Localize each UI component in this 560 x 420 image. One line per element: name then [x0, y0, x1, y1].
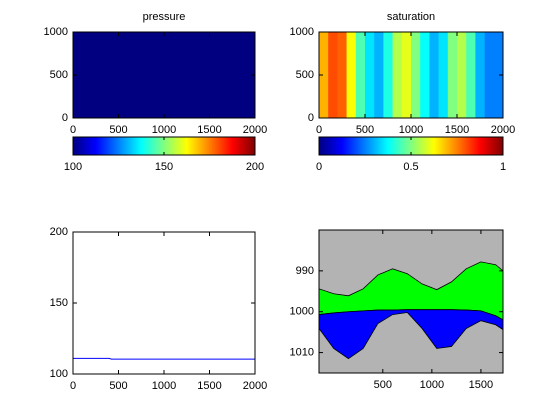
heatmap-cell — [457, 32, 467, 118]
x-tick-label: 1500 — [445, 124, 469, 136]
chart-title: pressure — [143, 11, 186, 23]
x-tick-label: 1500 — [469, 379, 493, 391]
colorbar-tick-label: 200 — [246, 161, 264, 173]
x-tick-label: 0 — [70, 124, 76, 136]
heatmap-cell — [401, 32, 412, 118]
heatmap-cell — [493, 32, 503, 118]
chart-title: saturation — [387, 11, 435, 23]
x-tick-label: 2000 — [243, 380, 267, 392]
y-tick-label: 1000 — [290, 306, 314, 318]
y-tick-label: 1000 — [290, 26, 314, 38]
x-tick-label: 2000 — [243, 124, 267, 136]
axes-background — [73, 232, 255, 374]
x-tick-label: 1000 — [399, 124, 423, 136]
heatmap-cell — [365, 32, 375, 118]
axes-box — [318, 229, 504, 374]
heatmap-cell — [374, 32, 384, 118]
y-tick-label: 1000 — [44, 26, 68, 38]
heatmap-cell — [392, 32, 403, 118]
colorbar-tick-label: 150 — [155, 161, 173, 173]
y-tick-label: 0 — [62, 112, 68, 124]
colorbar-tick-label: 1 — [500, 161, 506, 173]
colorbar-tick-label: 0 — [316, 161, 322, 173]
colorbar-tick-label: 100 — [64, 161, 82, 173]
x-tick-label: 1000 — [420, 379, 444, 391]
plot-area — [73, 357, 255, 360]
y-tick-label: 0 — [308, 112, 314, 124]
heatmap-cell — [383, 32, 393, 118]
heatmap-cell — [466, 32, 476, 118]
heatmap-cell — [411, 32, 421, 118]
x-tick-label: 0 — [316, 124, 322, 136]
x-tick-label: 0 — [70, 380, 76, 392]
heatmap-cell — [337, 32, 347, 118]
y-tick-label: 150 — [50, 297, 68, 309]
y-tick-label: 990 — [296, 265, 314, 277]
x-tick-label: 500 — [109, 380, 127, 392]
line — [73, 357, 255, 360]
heatmap-cell — [73, 32, 255, 118]
plot-area — [73, 32, 255, 118]
y-tick-label: 1010 — [290, 346, 314, 358]
y-tick-label: 500 — [50, 69, 68, 81]
layer — [319, 309, 503, 360]
x-tick-label: 500 — [356, 124, 374, 136]
heatmap-cell — [438, 32, 449, 118]
colorbar-tick-label: 0.5 — [403, 161, 418, 173]
heatmap-cell — [429, 32, 439, 118]
plot-area — [319, 32, 503, 118]
heatmap-cell — [447, 32, 458, 118]
x-tick-label: 1000 — [152, 380, 176, 392]
heatmap-cell — [346, 32, 357, 118]
x-tick-label: 1000 — [152, 124, 176, 136]
x-tick-label: 500 — [374, 379, 392, 391]
y-tick-label: 500 — [296, 69, 314, 81]
plot-area — [319, 261, 503, 360]
x-tick-label: 2000 — [491, 124, 515, 136]
x-tick-label: 1500 — [197, 380, 221, 392]
x-tick-label: 1500 — [197, 124, 221, 136]
heatmap-cell — [355, 32, 366, 118]
heatmap-cell — [475, 32, 485, 118]
y-tick-label: 100 — [50, 368, 68, 380]
heatmap-cell — [328, 32, 338, 118]
heatmap-cell — [319, 32, 329, 118]
y-tick-label: 200 — [50, 226, 68, 238]
heatmap-cell — [484, 32, 495, 118]
heatmap-cell — [420, 32, 430, 118]
x-tick-label: 500 — [109, 124, 127, 136]
